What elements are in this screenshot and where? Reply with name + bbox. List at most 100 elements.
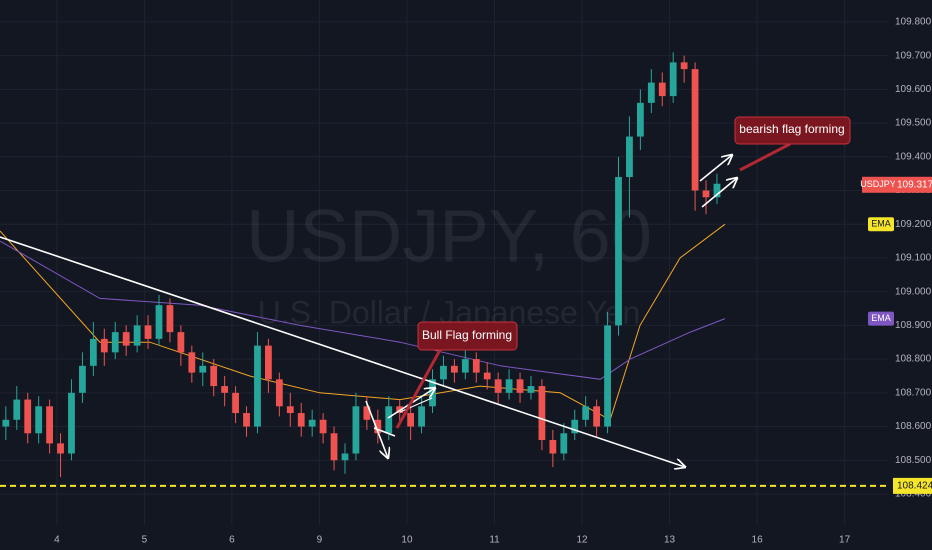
- candle-body: [46, 406, 53, 444]
- candle-body: [254, 345, 261, 427]
- x-axis-area: [0, 525, 932, 550]
- candle-body: [57, 443, 64, 454]
- candle-body: [604, 325, 611, 427]
- level-tag-label: 108.424: [897, 481, 932, 492]
- candle-body: [582, 406, 590, 420]
- candle-body: [111, 332, 119, 353]
- y-tick-label: 108.700: [895, 387, 932, 398]
- flag-arrow: [701, 178, 737, 208]
- ema-tag-label: EMA: [871, 219, 891, 229]
- candle-body: [221, 386, 229, 393]
- candle-body: [713, 183, 721, 198]
- candle-body: [13, 399, 21, 420]
- candle-body: [680, 62, 688, 70]
- trend-line: [0, 236, 685, 467]
- level-tag: [893, 477, 932, 494]
- candle-body: [35, 406, 43, 434]
- candle-body: [297, 413, 305, 427]
- y-tick-label: 109.100: [895, 253, 932, 264]
- annotation-text: Bull Flag forming: [422, 328, 512, 342]
- candle-body: [669, 62, 677, 97]
- candle-body: [122, 332, 130, 346]
- candle-body: [243, 413, 250, 427]
- candle-body: [188, 352, 196, 373]
- y-tick-label: 109.500: [895, 118, 932, 129]
- x-tick-label: 12: [576, 535, 588, 546]
- candle-body: [516, 379, 524, 393]
- candle-body: [275, 379, 283, 407]
- y-tick-label: 108.500: [895, 455, 932, 466]
- candle-body: [210, 365, 218, 387]
- candle-body: [461, 359, 469, 373]
- ema-tag-label: EMA: [871, 313, 891, 323]
- annotation-text: bearish flag forming: [739, 122, 844, 136]
- watermark-title: USDJPY, 60: [246, 195, 652, 278]
- candle-body: [647, 82, 655, 103]
- x-tick-label: 6: [229, 535, 235, 546]
- candle-body: [472, 359, 480, 373]
- candle-body: [658, 82, 666, 97]
- annotation-box: [734, 116, 851, 145]
- candle-body: [155, 305, 163, 339]
- y-tick-label: 109.200: [895, 219, 932, 230]
- candle-body: [593, 406, 601, 427]
- candle-body: [505, 379, 513, 393]
- candle-body: [691, 69, 699, 191]
- annotation-bear: bearish flag forming: [734, 116, 851, 172]
- candle-body: [363, 406, 371, 420]
- candle-body: [24, 399, 32, 434]
- candle-body: [374, 419, 382, 434]
- callout-line: [395, 349, 442, 429]
- candle-body: [571, 419, 579, 434]
- candle-body: [615, 177, 622, 326]
- candle-body: [494, 379, 502, 393]
- candle-body: [483, 372, 491, 380]
- y-tick-label: 109.700: [895, 50, 932, 61]
- y-tick-label: 108.900: [895, 320, 932, 331]
- symbol-tag: [862, 176, 895, 193]
- candle-body: [286, 406, 294, 414]
- candle-body: [79, 365, 86, 393]
- y-axis-area: [888, 0, 932, 550]
- candle-body: [626, 136, 633, 178]
- candle-body: [330, 433, 338, 461]
- x-tick-label: 11: [489, 535, 500, 546]
- candle-body: [702, 190, 710, 198]
- y-tick-label: 108.600: [895, 421, 932, 432]
- flag-arrow: [699, 155, 732, 182]
- y-tick-label: 108.400: [895, 489, 932, 500]
- ema-line: [0, 223, 726, 421]
- candle-body: [560, 433, 568, 454]
- x-tick-label: 5: [142, 535, 148, 546]
- axes: 108.400 108.500 108.600 108.700 108.800 108.9…: [54, 17, 932, 546]
- candle-body: [451, 365, 458, 373]
- candle-body: [527, 386, 535, 393]
- candle-body: [352, 406, 360, 454]
- ema-tag: [868, 217, 894, 232]
- x-tick-label: 17: [839, 535, 851, 546]
- candle-body: [232, 392, 239, 414]
- y-tick-label: 109.800: [895, 17, 932, 28]
- plot: [0, 52, 888, 487]
- candle-body: [100, 338, 108, 353]
- candle-body: [319, 419, 327, 434]
- callout-line: [739, 142, 791, 172]
- y-tick-label: 109.400: [895, 151, 932, 162]
- candle-body: [308, 419, 316, 427]
- candle-body: [418, 406, 425, 427]
- flag-line: [399, 397, 433, 413]
- drawings: [0, 155, 737, 467]
- candle-body: [89, 338, 97, 366]
- candle-body: [265, 345, 272, 380]
- x-tick-label: 10: [401, 535, 413, 546]
- symbol-tag-label: USDJPY: [860, 179, 896, 189]
- candle-body: [2, 419, 10, 427]
- candle-body: [538, 386, 546, 441]
- candle-body: [133, 325, 141, 346]
- price-tag: [895, 176, 932, 193]
- candle-body: [440, 365, 447, 380]
- x-tick-label: 13: [664, 535, 676, 546]
